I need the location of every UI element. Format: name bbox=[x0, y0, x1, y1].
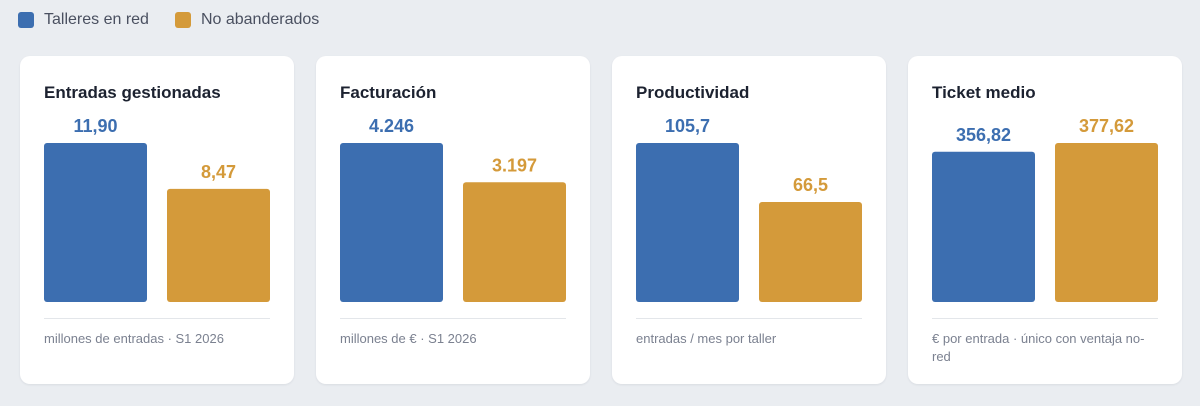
data-label: 66,5 bbox=[793, 175, 828, 195]
bar-no-abanderados bbox=[167, 188, 270, 302]
card-title: Ticket medio bbox=[932, 83, 1036, 102]
legend-swatch-red bbox=[18, 12, 34, 28]
divider bbox=[932, 318, 1158, 319]
data-label: 11,90 bbox=[73, 116, 117, 136]
card-facturacion: Facturación 4.246 3.197 millones de € · S… bbox=[316, 56, 590, 384]
bar-talleres-en-red bbox=[340, 143, 443, 302]
card-title: Productividad bbox=[636, 83, 750, 102]
card-footnote: millones de € · S1 2026 bbox=[340, 331, 477, 346]
card-title: Facturación bbox=[340, 83, 437, 102]
bar-chart: 4.246 3.197 bbox=[340, 116, 566, 302]
card-footnote: entradas / mes por taller bbox=[636, 331, 777, 346]
data-label: 4.246 bbox=[369, 116, 414, 136]
card-title: Entradas gestionadas bbox=[44, 83, 221, 102]
legend-item-no-abanderados: No abanderados bbox=[174, 11, 320, 29]
card-entradas: Entradas gestionadas 11,90 8,47 millones … bbox=[20, 56, 294, 384]
bar-chart: 356,82 377,62 bbox=[932, 116, 1158, 302]
bar-no-abanderados bbox=[463, 182, 566, 302]
bar-talleres-en-red bbox=[44, 143, 147, 302]
divider bbox=[636, 318, 862, 319]
data-label: 105,7 bbox=[665, 116, 710, 136]
data-label: 377,62 bbox=[1079, 116, 1134, 136]
data-label: 3.197 bbox=[492, 155, 537, 175]
data-label: 8,47 bbox=[201, 162, 236, 182]
chart-cards: Entradas gestionadas 11,90 8,47 millones … bbox=[20, 56, 1182, 384]
bar-no-abanderados bbox=[759, 201, 862, 302]
bar-talleres-en-red bbox=[636, 143, 739, 302]
legend-swatch-no-red bbox=[174, 12, 191, 28]
legend-label: Talleres en red bbox=[44, 11, 149, 28]
legend-item-talleres-en-red: Talleres en red bbox=[18, 11, 149, 29]
card-productividad: Productividad 105,7 66,5 entradas / mes p… bbox=[612, 56, 886, 384]
legend-label: No abanderados bbox=[200, 11, 320, 28]
data-label: 356,82 bbox=[956, 125, 1011, 145]
bar-talleres-en-red bbox=[932, 151, 1035, 302]
card-footnote: millones de entradas · S1 2026 bbox=[44, 331, 224, 346]
divider bbox=[340, 318, 566, 319]
card-footnote: € por entrada · único con ventaja no-red bbox=[932, 331, 1145, 364]
card-ticket-medio: Ticket medio 356,82 377,62 € por entrada … bbox=[908, 56, 1182, 384]
bar-chart: 11,90 8,47 bbox=[44, 116, 270, 302]
legend: Talleres en red No abanderados bbox=[18, 11, 319, 29]
bar-chart: 105,7 66,5 bbox=[636, 116, 862, 302]
bar-no-abanderados bbox=[1055, 143, 1158, 302]
divider bbox=[44, 318, 270, 319]
